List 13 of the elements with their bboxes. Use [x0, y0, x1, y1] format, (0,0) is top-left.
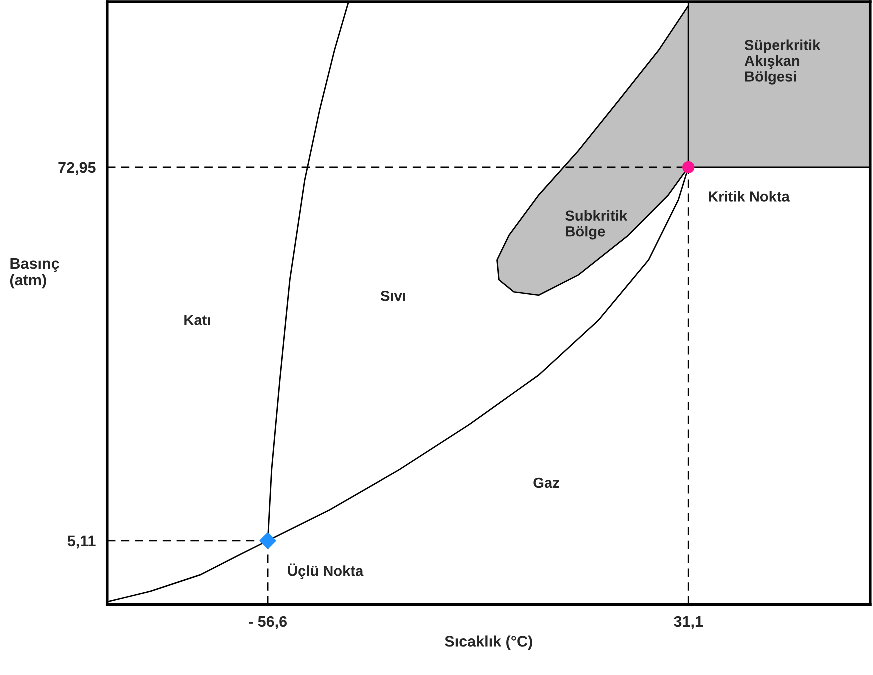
- annotation: Subkritik Bölge: [566, 210, 628, 240]
- annotation: Üçlü Nokta: [288, 564, 364, 580]
- x-tick-label: - 56,6: [249, 616, 288, 630]
- annotation: Sıvı: [380, 290, 406, 302]
- y-axis-title: Basınç (atm): [10, 258, 60, 289]
- annotation: Gaz: [534, 478, 560, 488]
- x-axis-title: Sıcaklık (°C): [445, 636, 532, 650]
- annotation: Süperkritik Akışkan Bölgesi: [744, 40, 821, 85]
- y-tick-label: 5,11: [68, 536, 96, 549]
- annotation: Katı: [184, 315, 210, 326]
- x-tick-label: 31,1: [674, 616, 704, 630]
- y-tick-label: 72,95: [58, 162, 96, 176]
- annotation: Kritik Nokta: [709, 191, 790, 202]
